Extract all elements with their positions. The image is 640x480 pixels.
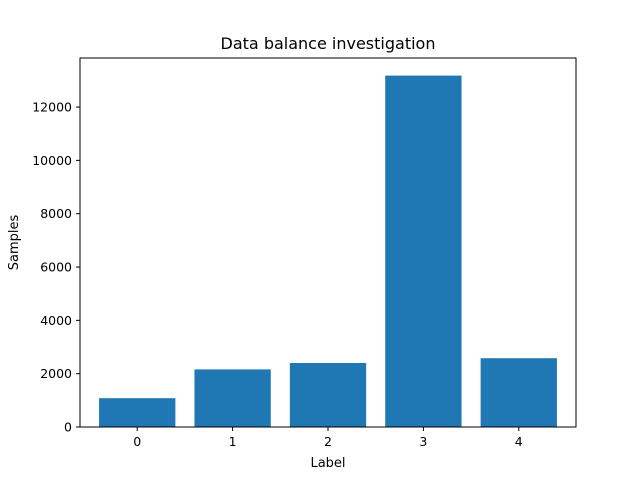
y-tick-label: 8000 [40,206,72,221]
bar-0 [99,398,176,427]
plot-frame [79,57,577,428]
x-tick-label: 3 [419,434,427,449]
bar-4 [480,358,557,427]
x-tick-label: 0 [133,434,141,449]
y-tick-label: 12000 [32,100,72,115]
chart-title: Data balance investigation [221,34,436,53]
x-tick-label: 4 [515,434,523,449]
y-tick-label: 10000 [32,153,72,168]
bar-3 [385,75,462,428]
bars-group [99,75,557,428]
y-tick-label: 6000 [40,260,72,275]
x-tick-label: 1 [229,434,237,449]
x-axis-label: Label [310,456,345,471]
y-axis-ticks: 0 2000 4000 6000 8000 10000 12000 [32,100,80,435]
x-axis-ticks: 0 1 2 3 4 [133,427,523,449]
y-tick-label: 0 [64,420,72,435]
y-tick-label: 4000 [40,313,72,328]
y-axis-label: Samples [7,215,22,271]
y-tick-label: 2000 [40,366,72,381]
bar-2 [289,363,367,427]
bar-1 [194,369,271,427]
x-tick-label: 2 [324,434,332,449]
